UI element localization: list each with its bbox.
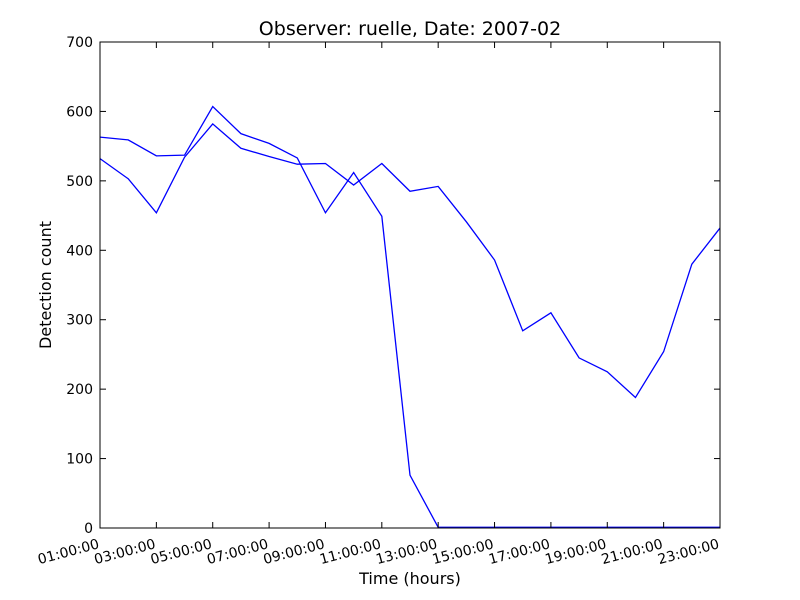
- x-tick-label: 07:00:00: [205, 536, 270, 568]
- y-tick-label: 300: [66, 313, 93, 329]
- plot-frame: [99, 41, 721, 529]
- x-axis: 01:00:0003:00:0005:00:0007:00:0009:00:00…: [36, 42, 721, 568]
- y-tick-label: 400: [66, 243, 93, 259]
- x-tick-label: 11:00:00: [318, 536, 383, 568]
- y-axis: 0 100 200 300 400 500 600 700: [66, 35, 720, 537]
- series-line-1: [99, 105, 720, 528]
- y-tick-label: 500: [66, 174, 93, 190]
- y-tick-label: 700: [66, 35, 93, 51]
- chart-title: Observer: ruelle, Date: 2007-02: [259, 18, 561, 40]
- y-tick-label: 0: [84, 521, 93, 537]
- x-axis-label: Time (hours): [358, 569, 461, 588]
- x-tick-label: 21:00:00: [600, 536, 665, 568]
- x-tick-label: 15:00:00: [431, 536, 496, 568]
- x-tick-label: 23:00:00: [656, 536, 721, 568]
- series-layer: [99, 105, 721, 528]
- x-tick-label: 05:00:00: [149, 536, 214, 568]
- y-tick-label: 600: [66, 104, 93, 120]
- x-tick-label: 01:00:00: [36, 536, 101, 568]
- y-tick-label: 200: [66, 382, 93, 398]
- y-axis-label: Detection count: [36, 221, 55, 349]
- x-tick-label: 09:00:00: [262, 536, 327, 568]
- x-tick-label: 03:00:00: [93, 536, 158, 568]
- x-tick-label: 19:00:00: [543, 536, 608, 568]
- x-tick-label: 13:00:00: [374, 536, 439, 568]
- y-tick-label: 100: [66, 452, 93, 468]
- x-tick-label: 17:00:00: [487, 536, 552, 568]
- series-line-2: [99, 123, 721, 399]
